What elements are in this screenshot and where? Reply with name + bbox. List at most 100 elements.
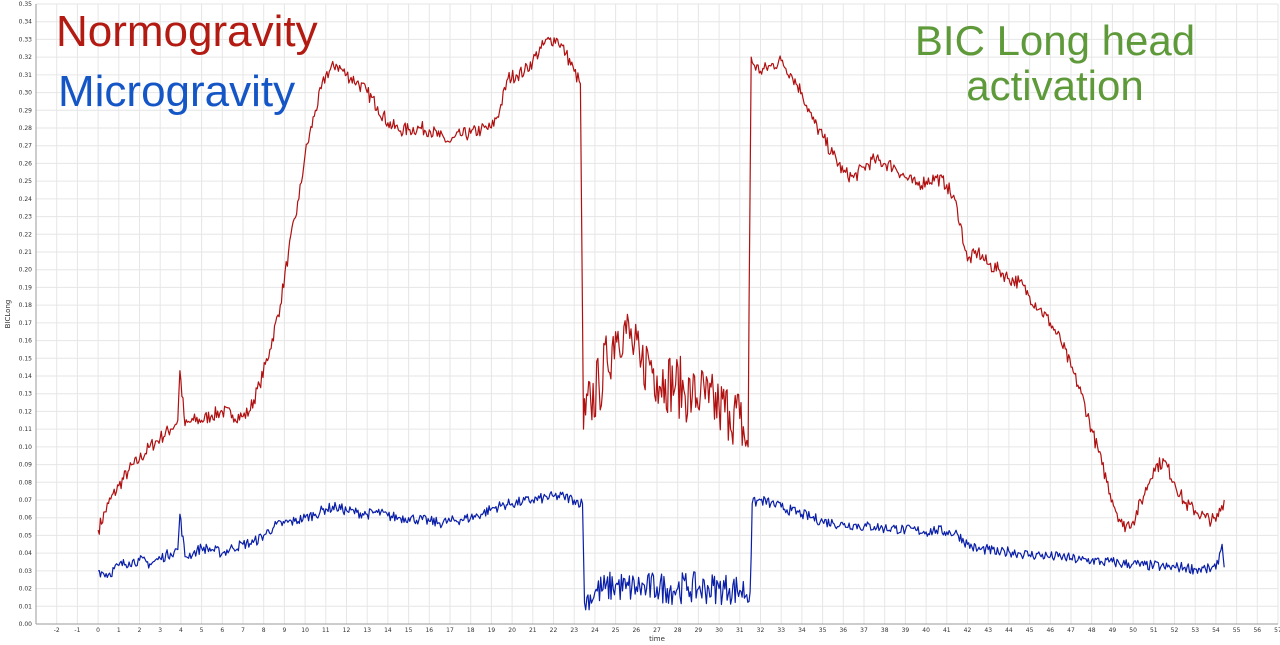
- y-tick-label: 0.17: [19, 320, 33, 327]
- plot-frame: [35, 4, 1278, 625]
- x-tick-label: 55: [1233, 627, 1241, 634]
- y-tick-label: 0.09: [19, 462, 33, 469]
- normogravity-label: Normogravity: [56, 7, 318, 56]
- x-tick-label: 34: [798, 627, 806, 634]
- x-tick-label: 29: [695, 627, 703, 634]
- y-tick-label: 0.08: [19, 479, 33, 486]
- y-tick-label: 0.18: [19, 302, 33, 309]
- y-tick-label: 0.33: [19, 36, 33, 43]
- y-tick-label: 0.22: [19, 231, 33, 238]
- x-tick-label: 40: [922, 627, 930, 634]
- series-lines: [97, 36, 1225, 611]
- x-tick-label: 56: [1253, 627, 1261, 634]
- x-tick-label: 44: [1005, 627, 1013, 634]
- x-tick-label: 36: [839, 627, 847, 634]
- x-tick-label: 17: [446, 627, 454, 634]
- y-tick-label: 0.02: [19, 586, 33, 593]
- y-tick-label: 0.13: [19, 391, 33, 398]
- y-tick-label: 0.00: [19, 621, 33, 628]
- y-tick-label: 0.04: [19, 550, 33, 557]
- y-tick-label: 0.35: [19, 1, 33, 8]
- y-tick-label: 0.28: [19, 125, 33, 132]
- y-tick-label: 0.25: [19, 178, 33, 185]
- x-tick-label: 47: [1067, 627, 1075, 634]
- x-tick-label: 48: [1088, 627, 1096, 634]
- x-tick-label: 52: [1171, 627, 1179, 634]
- y-tick-label: 0.21: [19, 249, 33, 256]
- x-tick-label: -2: [54, 627, 60, 634]
- y-tick-label: 0.32: [19, 54, 33, 61]
- y-axis-title: BICLong: [4, 300, 12, 329]
- x-tick-label: 13: [363, 627, 371, 634]
- y-axis-ticks: 0.00 0.01 0.02 0.03 0.04 0.05 0.06 0.07 0.08 0.09…: [19, 1, 33, 628]
- x-tick-label: 10: [301, 627, 309, 634]
- x-tick-label: 22: [550, 627, 558, 634]
- y-tick-label: 0.01: [19, 603, 33, 610]
- x-tick-label: 0: [96, 627, 100, 634]
- y-tick-label: 0.12: [19, 408, 33, 415]
- x-tick-label: 18: [467, 627, 475, 634]
- x-tick-label: 5: [200, 627, 204, 634]
- x-tick-label: 46: [1046, 627, 1054, 634]
- x-tick-label: 54: [1212, 627, 1220, 634]
- y-tick-label: 0.07: [19, 497, 33, 504]
- x-tick-label: 14: [384, 627, 392, 634]
- x-tick-label: 7: [241, 627, 245, 634]
- x-tick-label: 42: [964, 627, 972, 634]
- y-tick-label: 0.23: [19, 214, 33, 221]
- y-tick-label: 0.10: [19, 444, 33, 451]
- y-tick-label: 0.34: [19, 19, 33, 26]
- x-tick-label: 19: [488, 627, 496, 634]
- x-tick-label: 41: [943, 627, 951, 634]
- x-tick-label: 9: [282, 627, 286, 634]
- x-tick-label: 57: [1274, 627, 1280, 634]
- y-tick-label: 0.19: [19, 284, 33, 291]
- bic-title-line1: BIC Long head: [914, 17, 1196, 64]
- x-tick-label: 32: [757, 627, 765, 634]
- x-tick-label: 6: [220, 627, 224, 634]
- x-tick-label: 38: [881, 627, 889, 634]
- x-tick-label: 21: [529, 627, 537, 634]
- x-tick-label: 1: [117, 627, 121, 634]
- x-tick-label: 30: [715, 627, 723, 634]
- y-tick-label: 0.14: [19, 373, 33, 380]
- x-tick-label: 2: [138, 627, 142, 634]
- x-tick-label: 20: [508, 627, 516, 634]
- x-axis-ticks: -2 -1 0 1 2 3 4 5 6 7 8 9 10 11 12 13 14 15 16 17 18 19 20 21 22…: [54, 627, 1280, 634]
- y-tick-label: 0.29: [19, 107, 33, 114]
- x-tick-label: 39: [902, 627, 910, 634]
- x-tick-label: 35: [819, 627, 827, 634]
- x-tick-label: 15: [405, 627, 413, 634]
- x-tick-label: 49: [1109, 627, 1117, 634]
- x-axis-title: time: [649, 635, 665, 643]
- series-line-microgravity: [97, 491, 1225, 611]
- series-line-normogravity: [97, 36, 1225, 535]
- y-tick-label: 0.31: [19, 72, 33, 79]
- x-tick-label: 28: [674, 627, 682, 634]
- bic-title-label: BIC Long head activation: [895, 18, 1215, 109]
- x-tick-label: 51: [1150, 627, 1158, 634]
- x-tick-label: 45: [1026, 627, 1034, 634]
- y-tick-label: 0.20: [19, 267, 33, 274]
- y-tick-label: 0.26: [19, 160, 33, 167]
- x-tick-label: 4: [179, 627, 183, 634]
- y-tick-label: 0.03: [19, 568, 33, 575]
- x-tick-label: 24: [591, 627, 599, 634]
- x-tick-label: 12: [343, 627, 351, 634]
- y-tick-label: 0.27: [19, 143, 33, 150]
- x-tick-label: 26: [632, 627, 640, 634]
- y-tick-label: 0.30: [19, 90, 33, 97]
- y-tick-label: 0.11: [19, 426, 33, 433]
- microgravity-label: Microgravity: [58, 67, 296, 116]
- x-tick-label: 11: [322, 627, 330, 634]
- x-tick-label: 37: [860, 627, 868, 634]
- x-tick-label: 3: [158, 627, 162, 634]
- bic-title-line2: activation: [966, 62, 1144, 110]
- x-tick-label: 53: [1191, 627, 1199, 634]
- y-tick-label: 0.16: [19, 338, 33, 345]
- x-tick-label: 33: [777, 627, 785, 634]
- x-tick-label: 23: [570, 627, 578, 634]
- x-tick-label: 43: [984, 627, 992, 634]
- x-tick-label: 8: [262, 627, 266, 634]
